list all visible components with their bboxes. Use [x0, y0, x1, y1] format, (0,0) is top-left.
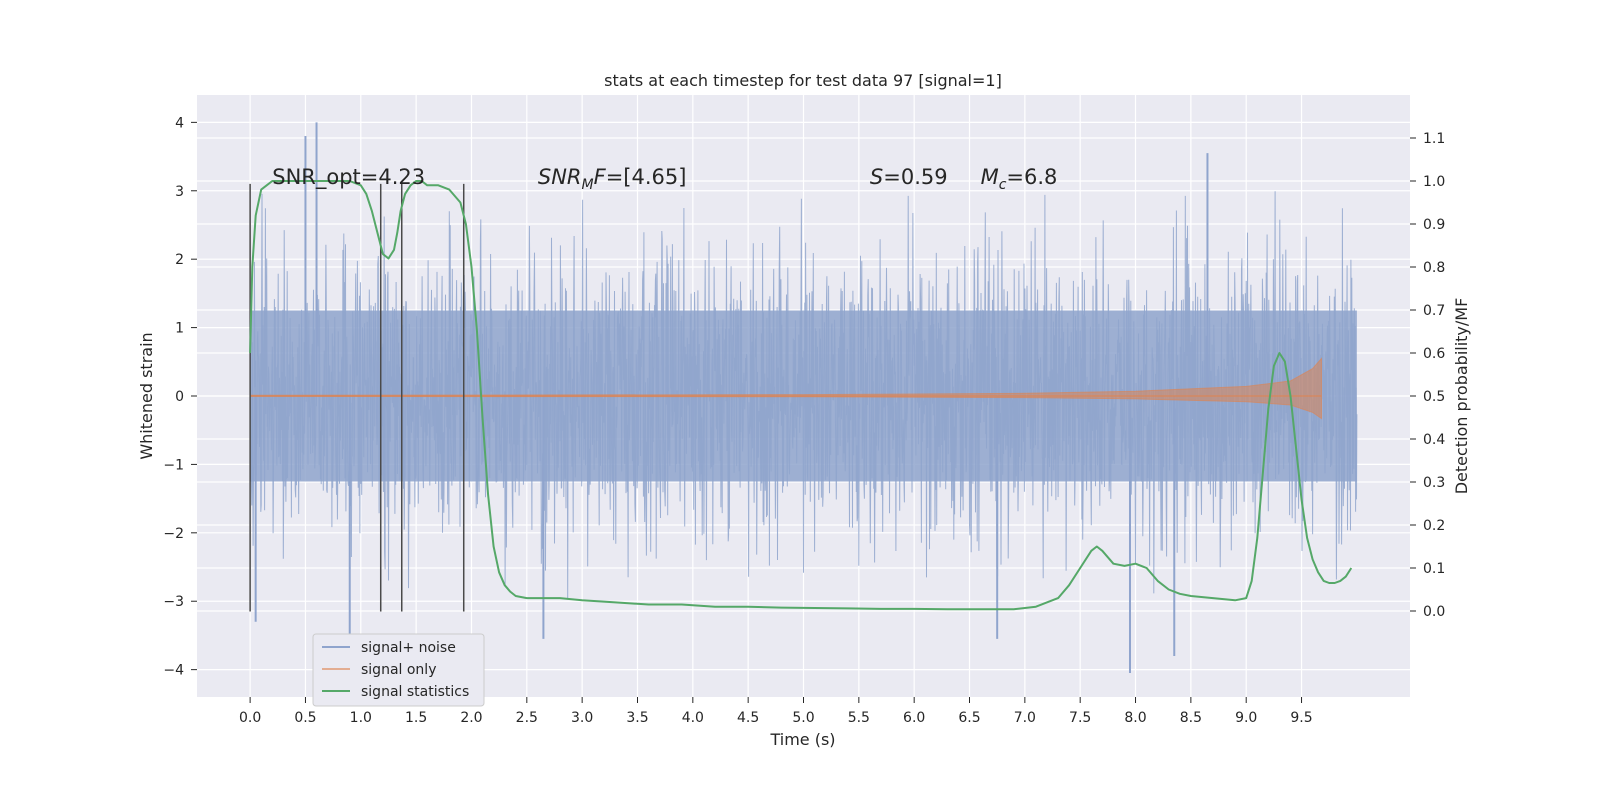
- annotation: SNR_opt=4.23: [272, 165, 425, 190]
- x-tick-label: 1.0: [350, 710, 372, 726]
- y-right-tick-label: 0.9: [1423, 217, 1445, 233]
- signal-only-series: [249, 357, 1322, 420]
- legend: signal+ noise signal only signal statist…: [312, 633, 485, 707]
- event-markers: [249, 183, 465, 612]
- y-axis-left-label: Whitened strain: [137, 332, 156, 459]
- y-left-tick-label: −4: [163, 663, 184, 679]
- y-left-tick-label: −1: [163, 457, 184, 473]
- x-tick-label: 3.0: [571, 710, 593, 726]
- x-tick-label: 9.5: [1290, 710, 1312, 726]
- x-tick-label: 0.0: [239, 710, 261, 726]
- y-right-tick-label: 1.0: [1423, 174, 1445, 190]
- y-axis-right-label: Detection probability/MF: [1452, 298, 1471, 495]
- x-tick-label: 7.0: [1014, 710, 1036, 726]
- y-left-tick-label: 1: [175, 321, 184, 337]
- x-tick-label: 7.5: [1069, 710, 1091, 726]
- x-tick-label: 5.0: [792, 710, 814, 726]
- y-right-tick-label: 0.3: [1423, 475, 1445, 491]
- annotations: SNR_opt=4.23 SNRMF=[4.65] S=0.59 Mc=6.8: [272, 165, 1057, 193]
- x-axis: 0.0 0.5 1.0 1.5 2.0 2.5 3.0 3.5 4.0 4.5 5.0 5.5 6.0 6…: [239, 697, 1313, 726]
- x-tick-label: 6.5: [958, 710, 980, 726]
- y-right-tick-label: 0.5: [1423, 389, 1445, 405]
- annotation: S=0.59: [870, 165, 948, 189]
- x-tick-label: 4.0: [682, 710, 704, 726]
- y-left-tick-label: 0: [175, 389, 184, 405]
- statistics-line: [249, 180, 1353, 611]
- annotation: SNRMF=[4.65]: [538, 165, 687, 193]
- x-tick-label: 3.5: [626, 710, 648, 726]
- y-right-tick-label: 1.1: [1423, 131, 1445, 147]
- x-tick-label: 2.0: [460, 710, 482, 726]
- x-tick-label: 4.5: [737, 710, 759, 726]
- legend-label-signal: signal only: [361, 662, 436, 678]
- y-left-tick-label: −2: [163, 526, 184, 542]
- signal-envelope: [249, 357, 1322, 420]
- legend-label-statistics: signal statistics: [361, 684, 469, 700]
- x-tick-label: 1.5: [405, 710, 427, 726]
- x-tick-label: 5.5: [848, 710, 870, 726]
- x-tick-label: 0.5: [294, 710, 316, 726]
- legend-box: [312, 633, 485, 707]
- y-left-tick-label: 3: [175, 184, 184, 200]
- y-left-tick-label: −3: [163, 594, 184, 610]
- y-right-tick-label: 0.2: [1423, 518, 1445, 534]
- annotation: Mc=6.8: [981, 165, 1058, 193]
- y-axis-left: −4 −3 −2 −1 0 1 2 3 4: [163, 115, 197, 679]
- x-tick-label: 2.5: [516, 710, 538, 726]
- y-right-tick-label: 0.1: [1423, 561, 1445, 577]
- x-tick-label: 6.0: [903, 710, 925, 726]
- x-axis-label: Time (s): [769, 730, 835, 749]
- signal-statistics-series: [249, 180, 1353, 611]
- y-left-tick-label: 4: [175, 115, 184, 131]
- chart-title: stats at each timestep for test data 97 …: [604, 71, 1002, 90]
- x-tick-label: 8.5: [1180, 710, 1202, 726]
- y-right-tick-label: 0.6: [1423, 346, 1445, 362]
- x-tick-label: 8.0: [1124, 710, 1146, 726]
- y-right-tick-label: 0.4: [1423, 432, 1445, 448]
- y-left-tick-label: 2: [175, 252, 184, 268]
- y-axis-right: 0.0 0.1 0.2 0.3 0.4 0.5 0.6 0.7 0.8 0.9 1.0 1.1: [1410, 131, 1445, 620]
- y-right-tick-label: 0.7: [1423, 303, 1445, 319]
- x-tick-label: 9.0: [1235, 710, 1257, 726]
- legend-label-noise: signal+ noise: [361, 640, 456, 656]
- y-right-tick-label: 0.8: [1423, 260, 1445, 276]
- y-right-tick-label: 0.0: [1423, 604, 1445, 620]
